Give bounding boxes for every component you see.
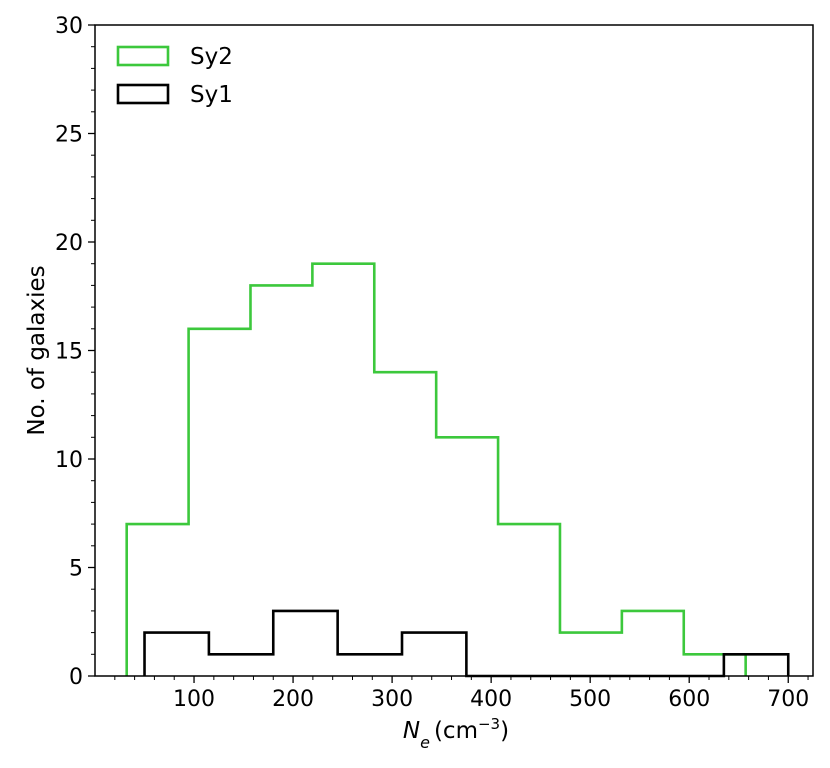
y-tick-label: 15 [55,340,83,365]
x-axis-label-subscript: e [420,733,430,752]
x-axis-label-unit: (cm [434,718,478,744]
y-tick-label: 5 [69,557,83,582]
bar-sy2-4 [374,372,436,676]
bar-sy1-0 [145,633,209,676]
x-axis-label-exponent: −3 [478,715,500,733]
legend-label-sy1: Sy1 [190,82,233,108]
bar-sy2-6 [498,524,560,676]
y-tick-label: 25 [55,123,83,148]
x-axis-ticks: 100 200 300 400 500 600 700 [173,676,809,712]
x-tick-label: 100 [173,687,215,712]
y-axis-ticks: 0 5 10 15 20 25 30 [55,14,95,690]
bar-sy1-4 [402,633,466,676]
legend-label-sy2: Sy2 [190,44,233,70]
y-tick-label: 0 [69,665,83,690]
bar-sy1-9 [724,654,788,676]
x-tick-label: 300 [371,687,413,712]
bar-sy2-7 [560,633,622,676]
legend-swatch-sy2 [116,45,170,67]
legend-swatch-sy1 [116,83,170,105]
x-tick-label: 500 [569,687,611,712]
series-sy2-outline [125,262,747,676]
x-tick-label: 400 [470,687,512,712]
bar-sy2-1 [189,329,251,676]
y-tick-label: 20 [55,231,83,256]
bar-sy1-3 [338,654,402,676]
x-tick-label: 700 [767,687,809,712]
y-tick-label: 10 [55,448,83,473]
bar-sy2-8 [622,611,684,676]
y-tick-label: 30 [55,14,83,39]
bar-sy1-1 [209,654,273,676]
x-axis-label-symbol: N [403,718,420,744]
x-tick-label: 600 [668,687,710,712]
x-axis-label-close: ) [500,718,509,744]
x-tick-label: 200 [272,687,314,712]
x-axis-label: Ne (cm−3) [403,715,509,752]
histogram-series [125,262,790,678]
y-axis-label: No. of galaxies [24,265,50,435]
bar-sy1-2 [273,611,337,676]
